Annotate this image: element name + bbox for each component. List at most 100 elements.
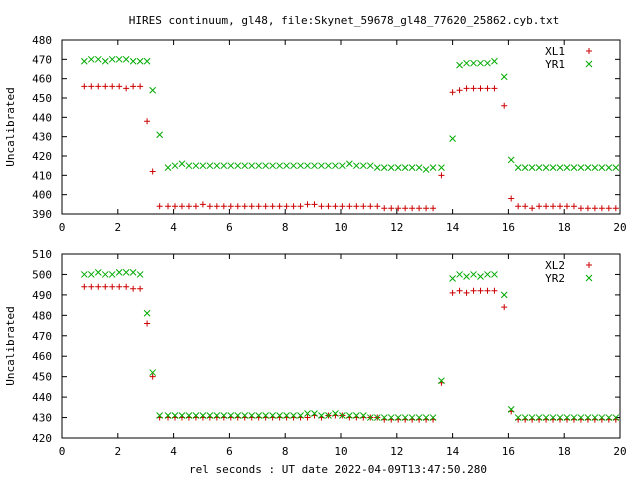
y-tick-label: 450 [32, 92, 52, 105]
data-point [366, 162, 374, 170]
data-point [549, 164, 557, 171]
data-point [339, 162, 346, 170]
data-point [156, 203, 163, 210]
upper-panel: 390 400 410 420 430 440 450 460 470 480 0 2 4 6 8 10 12 1… [4, 34, 627, 234]
data-point [269, 203, 276, 210]
data-point [470, 287, 477, 294]
data-point [95, 83, 102, 90]
data-point [87, 271, 95, 278]
data-point [206, 162, 214, 170]
data-point [438, 164, 445, 171]
data-point [507, 156, 515, 164]
data-point [535, 414, 543, 421]
data-point [563, 414, 571, 421]
data-point [185, 203, 192, 210]
y-tick-label: 460 [32, 73, 52, 86]
data-point [456, 271, 463, 278]
data-point [255, 162, 263, 170]
data-point [290, 412, 297, 419]
data-point [501, 304, 508, 311]
data-point [463, 59, 470, 67]
data-point [136, 271, 144, 278]
data-point [109, 283, 116, 290]
data-point [491, 85, 498, 92]
legend-marker [586, 48, 592, 54]
series-xl2 [81, 283, 619, 423]
legend-label: XL2 [545, 259, 565, 272]
data-point [416, 205, 423, 212]
data-point [367, 203, 374, 210]
chart-title: HIRES continuum, gl48, file:Skynet_59678… [129, 14, 559, 27]
data-point [456, 61, 463, 69]
data-point [522, 203, 529, 210]
data-point [102, 83, 109, 90]
data-point [556, 164, 564, 171]
data-point [290, 162, 297, 170]
data-point [584, 164, 592, 171]
data-point [290, 203, 297, 210]
data-point [408, 414, 416, 421]
y-tick-label: 510 [32, 248, 52, 261]
data-point [185, 162, 193, 170]
data-point [137, 83, 144, 90]
data-point [149, 373, 156, 380]
data-point [101, 57, 109, 65]
data-point [164, 164, 172, 171]
data-point [185, 412, 193, 419]
data-point [402, 205, 409, 212]
y-tick-label: 460 [32, 350, 52, 363]
data-point [556, 414, 564, 421]
x-tick-label: 2 [114, 221, 121, 234]
data-point [491, 271, 498, 278]
y-tick-label: 470 [32, 53, 52, 66]
data-point [283, 412, 290, 419]
data-point [491, 57, 498, 65]
data-point [449, 275, 456, 282]
data-point [123, 85, 130, 92]
data-point [570, 414, 578, 421]
data-point [192, 412, 200, 419]
data-point [395, 205, 402, 212]
data-point [276, 203, 283, 210]
y-tick-label: 440 [32, 111, 52, 124]
data-point [234, 412, 242, 419]
data-point [515, 203, 522, 210]
x-tick-label: 8 [282, 221, 289, 234]
x-tick-label: 20 [613, 445, 626, 458]
data-point [409, 205, 416, 212]
data-point [401, 164, 409, 171]
data-point [149, 369, 157, 376]
data-point [408, 164, 416, 171]
data-point [206, 412, 214, 419]
data-point [213, 162, 221, 170]
data-point [255, 203, 262, 210]
data-point [456, 87, 463, 94]
x-tick-label: 16 [502, 221, 515, 234]
data-point [429, 164, 437, 171]
data-point [129, 269, 137, 276]
data-point [605, 205, 612, 212]
x-tick-label: 10 [334, 221, 347, 234]
data-point [463, 85, 470, 92]
data-point [262, 203, 269, 210]
y-tick-label: 490 [32, 289, 52, 302]
data-point [94, 55, 102, 63]
data-point [470, 59, 477, 67]
x-axis-label: rel seconds : UT date 2022-04-09T13:47:5… [189, 463, 487, 476]
data-point [311, 201, 318, 208]
data-point [199, 201, 206, 208]
y-tick-label: 450 [32, 371, 52, 384]
data-point [484, 85, 491, 92]
data-point [178, 160, 186, 168]
data-point [359, 412, 367, 419]
x-tick-label: 2 [114, 445, 121, 458]
data-point [528, 414, 536, 421]
data-point [95, 283, 102, 290]
data-point [101, 271, 109, 278]
data-point [116, 83, 123, 90]
data-point [508, 195, 515, 202]
data-point [325, 203, 332, 210]
data-point [318, 412, 325, 419]
data-point [563, 203, 570, 210]
